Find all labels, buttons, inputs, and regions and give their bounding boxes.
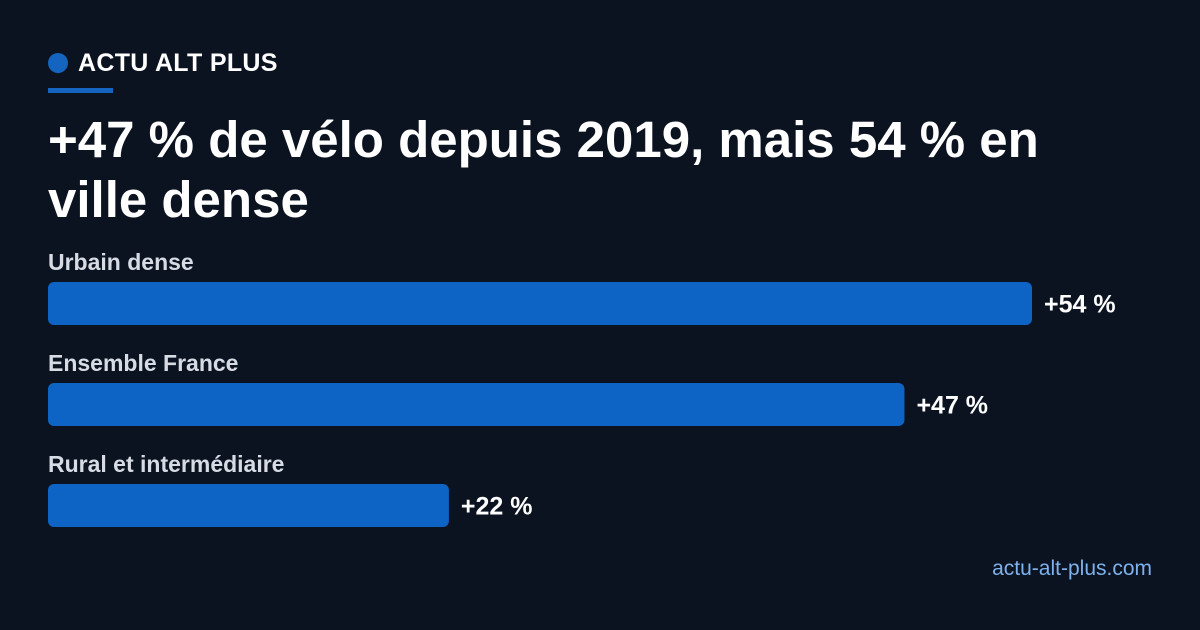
bar — [48, 383, 905, 426]
brand: ACTU ALT PLUS — [48, 48, 278, 78]
brand-name: ACTU ALT PLUS — [78, 48, 278, 77]
headline: +47 % de vélo depuis 2019, mais 54 % en … — [48, 111, 1039, 228]
bar — [48, 484, 449, 527]
value-label: +47 % — [916, 392, 988, 420]
value-label: +22 % — [461, 493, 533, 521]
value-label: +54 % — [1044, 291, 1116, 319]
category-label: Ensemble France — [48, 350, 238, 376]
brand-dot-icon — [48, 53, 68, 73]
category-label: Urbain dense — [48, 249, 194, 275]
category-label: Rural et intermédiaire — [48, 451, 284, 477]
bar — [48, 282, 1032, 325]
brand-underline — [48, 88, 113, 93]
source-link[interactable]: actu-alt-plus.com — [992, 557, 1152, 580]
